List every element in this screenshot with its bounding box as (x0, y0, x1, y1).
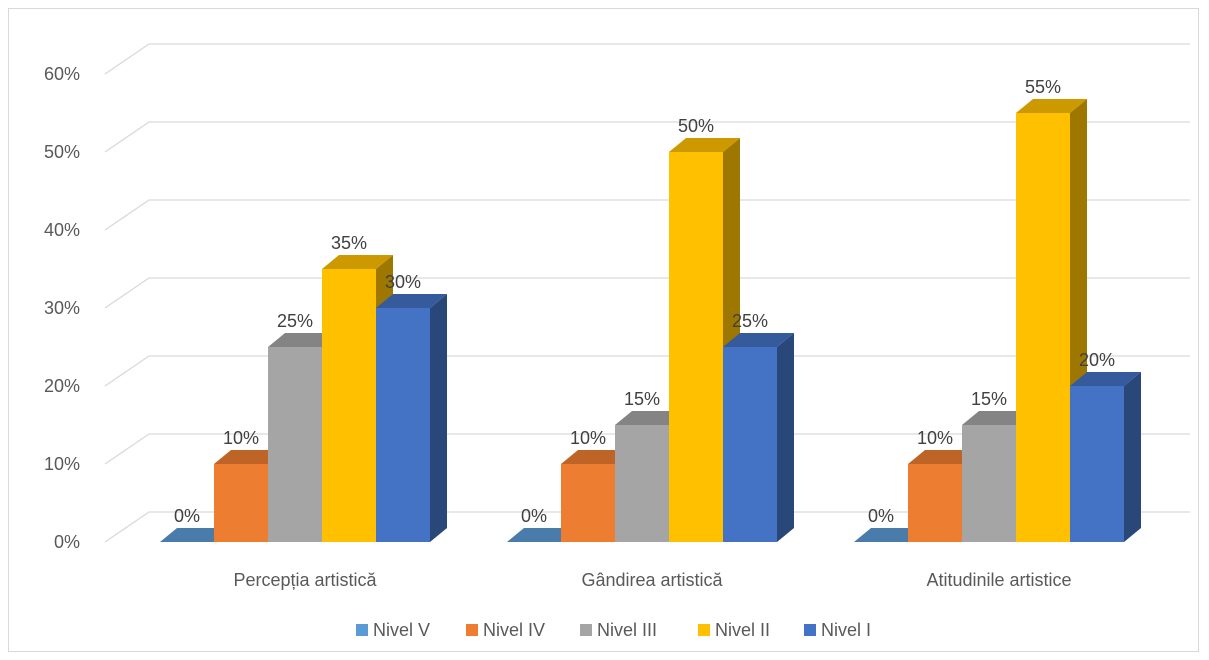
data-label: 35% (331, 233, 367, 253)
bar-side (1124, 372, 1141, 542)
data-label: 20% (1079, 350, 1115, 370)
gridline (104, 511, 1190, 543)
bar-top (1070, 372, 1141, 386)
bar-top (322, 255, 393, 269)
data-label: 25% (732, 311, 768, 331)
bar-front (908, 464, 962, 542)
y-tick-label: 60% (44, 64, 80, 84)
bar-top (214, 450, 285, 464)
bar-front (1016, 113, 1070, 542)
gridline (104, 43, 1190, 75)
bar-front (615, 425, 669, 542)
bar-top (376, 294, 447, 308)
data-label: 0% (521, 506, 547, 526)
bar-front (1070, 386, 1124, 542)
y-tick-label: 30% (44, 298, 80, 318)
bar: 20% (1070, 350, 1141, 542)
bar-top (507, 528, 578, 542)
bar-front (376, 308, 430, 542)
legend-label: Nivel III (597, 620, 657, 640)
legend-label: Nivel I (821, 620, 871, 640)
chart-frame (8, 8, 1199, 652)
bar: 30% (376, 272, 447, 542)
bar-front (669, 152, 723, 542)
bar-top (908, 450, 979, 464)
gridline (104, 121, 1190, 153)
legend-swatch (466, 624, 478, 636)
legend-swatch (804, 624, 816, 636)
bar-top (854, 528, 925, 542)
gridline (104, 355, 1190, 387)
legend-label: Nivel II (715, 620, 770, 640)
bar-top (1016, 99, 1087, 113)
category-label: Gândirea artistică (581, 570, 723, 590)
data-label: 50% (678, 116, 714, 136)
legend-label: Nivel IV (483, 620, 545, 640)
bar-top (962, 411, 1033, 425)
bar-top (615, 411, 686, 425)
bar-top (723, 333, 794, 347)
legend: Nivel V Nivel IV Nivel III Nivel II Nivel I (356, 620, 871, 640)
data-label: 10% (570, 428, 606, 448)
legend-swatch (698, 624, 710, 636)
bar-side (430, 294, 447, 542)
bar-front (214, 464, 268, 542)
data-label: 25% (277, 311, 313, 331)
data-label: 30% (385, 272, 421, 292)
bar-front (322, 269, 376, 542)
bar-top (561, 450, 632, 464)
y-tick-label: 40% (44, 220, 80, 240)
bar-top (268, 333, 339, 347)
bar: 0% (854, 506, 925, 542)
data-label: 0% (174, 506, 200, 526)
bar: 25% (723, 311, 794, 542)
data-label: 0% (868, 506, 894, 526)
bar: 10% (908, 428, 979, 542)
data-label: 55% (1025, 77, 1061, 97)
gridline (104, 277, 1190, 309)
bar-top (160, 528, 231, 542)
bar-top (669, 138, 740, 152)
category-label: Atitudinile artistice (926, 570, 1071, 590)
data-label: 10% (917, 428, 953, 448)
y-tick-label: 20% (44, 376, 80, 396)
data-label: 15% (624, 389, 660, 409)
bar-side (777, 333, 794, 542)
gridline (104, 199, 1190, 231)
bar: 0% (507, 506, 578, 542)
data-label: 15% (971, 389, 1007, 409)
legend-swatch (580, 624, 592, 636)
bars: 0% 10% 25% 35% 30% 0% 10% 15% 50% 25% 0% 10% 15% 55% 2… (160, 77, 1141, 542)
y-tick-label: 50% (44, 142, 80, 162)
gridline (104, 433, 1190, 465)
y-tick-label: 0% (54, 532, 80, 552)
legend-swatch (356, 624, 368, 636)
legend-label: Nivel V (373, 620, 430, 640)
data-label: 10% (223, 428, 259, 448)
category-label: Percepția artistică (233, 570, 377, 590)
bar-front (561, 464, 615, 542)
bar-front (723, 347, 777, 542)
y-tick-label: 10% (44, 454, 80, 474)
bar-front (268, 347, 322, 542)
bar-front (962, 425, 1016, 542)
bar: 0% (160, 506, 231, 542)
